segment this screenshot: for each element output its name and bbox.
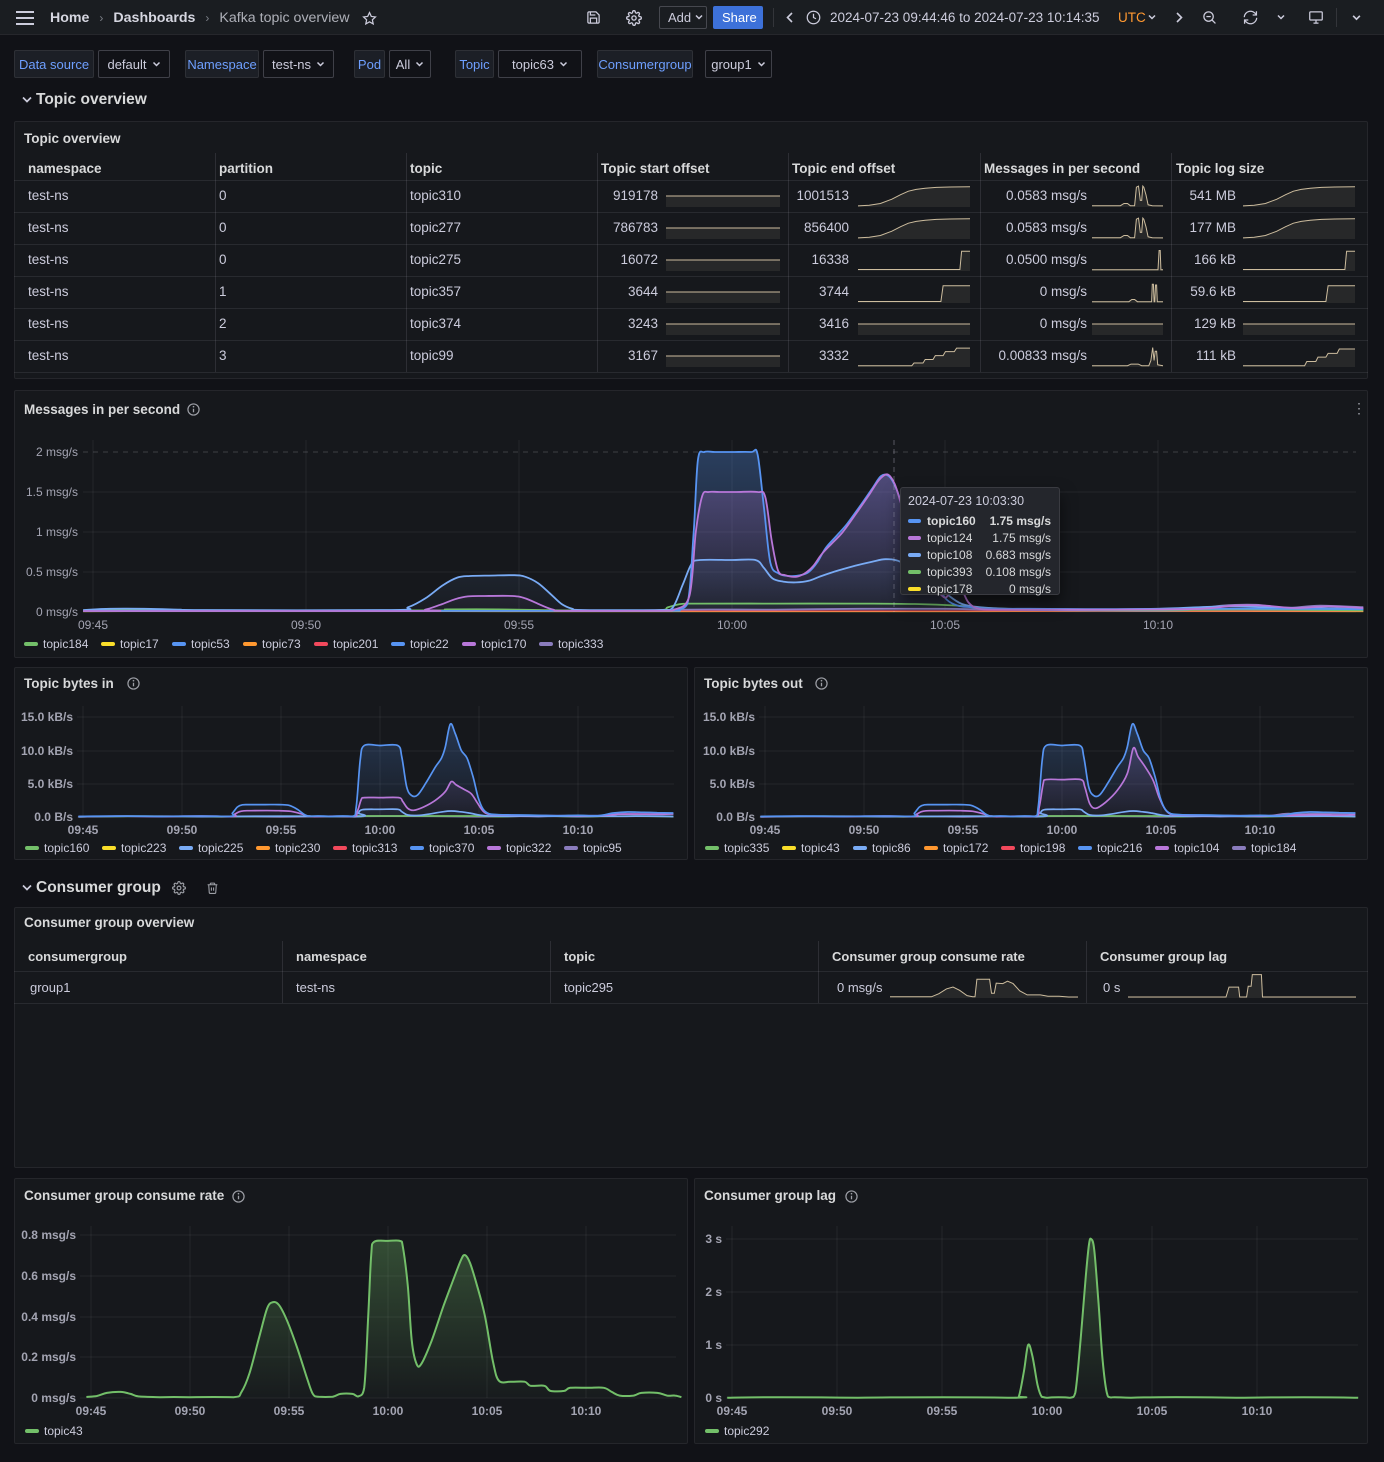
svg-text:09:45: 09:45 — [750, 823, 781, 837]
svg-text:10:10: 10:10 — [571, 1404, 602, 1418]
svg-text:2 s: 2 s — [705, 1285, 722, 1299]
svg-text:10:00: 10:00 — [365, 823, 396, 837]
svg-text:5.0 kB/s: 5.0 kB/s — [28, 777, 74, 791]
svg-text:10:00: 10:00 — [1032, 1404, 1063, 1418]
svg-text:10.0 kB/s: 10.0 kB/s — [21, 744, 73, 758]
svg-text:09:50: 09:50 — [291, 618, 321, 632]
svg-text:09:45: 09:45 — [76, 1404, 107, 1418]
svg-text:10:10: 10:10 — [563, 823, 594, 837]
svg-text:0.0 B/s: 0.0 B/s — [716, 810, 755, 824]
svg-text:09:50: 09:50 — [175, 1404, 206, 1418]
svg-text:10:00: 10:00 — [717, 618, 747, 632]
svg-text:10:05: 10:05 — [464, 823, 495, 837]
svg-text:0 msg/s: 0 msg/s — [31, 1391, 76, 1405]
svg-text:5.0 kB/s: 5.0 kB/s — [710, 777, 756, 791]
svg-text:0.4 msg/s: 0.4 msg/s — [21, 1310, 76, 1324]
svg-text:0.0 B/s: 0.0 B/s — [34, 810, 73, 824]
svg-text:09:55: 09:55 — [948, 823, 979, 837]
svg-text:3 s: 3 s — [705, 1232, 722, 1246]
svg-text:10:00: 10:00 — [373, 1404, 404, 1418]
svg-text:09:45: 09:45 — [717, 1404, 748, 1418]
svg-text:0 msg/s: 0 msg/s — [36, 605, 78, 619]
svg-text:0.6 msg/s: 0.6 msg/s — [21, 1269, 76, 1283]
svg-text:0.8 msg/s: 0.8 msg/s — [21, 1228, 76, 1242]
svg-text:10:10: 10:10 — [1242, 1404, 1273, 1418]
svg-text:09:55: 09:55 — [266, 823, 297, 837]
svg-text:15.0 kB/s: 15.0 kB/s — [703, 710, 755, 724]
svg-text:1 msg/s: 1 msg/s — [36, 525, 78, 539]
svg-text:09:55: 09:55 — [927, 1404, 958, 1418]
svg-text:10:10: 10:10 — [1143, 618, 1173, 632]
svg-text:0 s: 0 s — [705, 1391, 722, 1405]
svg-text:1 s: 1 s — [705, 1338, 722, 1352]
svg-text:10:10: 10:10 — [1245, 823, 1276, 837]
svg-text:09:50: 09:50 — [849, 823, 880, 837]
svg-text:09:45: 09:45 — [68, 823, 99, 837]
svg-text:0.5 msg/s: 0.5 msg/s — [26, 565, 78, 579]
svg-text:10:05: 10:05 — [930, 618, 960, 632]
svg-text:2 msg/s: 2 msg/s — [36, 445, 78, 459]
svg-text:0.2 msg/s: 0.2 msg/s — [21, 1350, 76, 1364]
svg-text:09:50: 09:50 — [167, 823, 198, 837]
svg-text:10:05: 10:05 — [1137, 1404, 1168, 1418]
svg-text:10:00: 10:00 — [1047, 823, 1078, 837]
svg-text:10:05: 10:05 — [1146, 823, 1177, 837]
svg-text:09:55: 09:55 — [274, 1404, 305, 1418]
svg-text:09:55: 09:55 — [504, 618, 534, 632]
svg-text:1.5 msg/s: 1.5 msg/s — [26, 485, 78, 499]
svg-text:10:05: 10:05 — [472, 1404, 503, 1418]
svg-text:15.0 kB/s: 15.0 kB/s — [21, 710, 73, 724]
svg-text:09:50: 09:50 — [822, 1404, 853, 1418]
svg-text:10.0 kB/s: 10.0 kB/s — [703, 744, 755, 758]
svg-text:09:45: 09:45 — [78, 618, 108, 632]
